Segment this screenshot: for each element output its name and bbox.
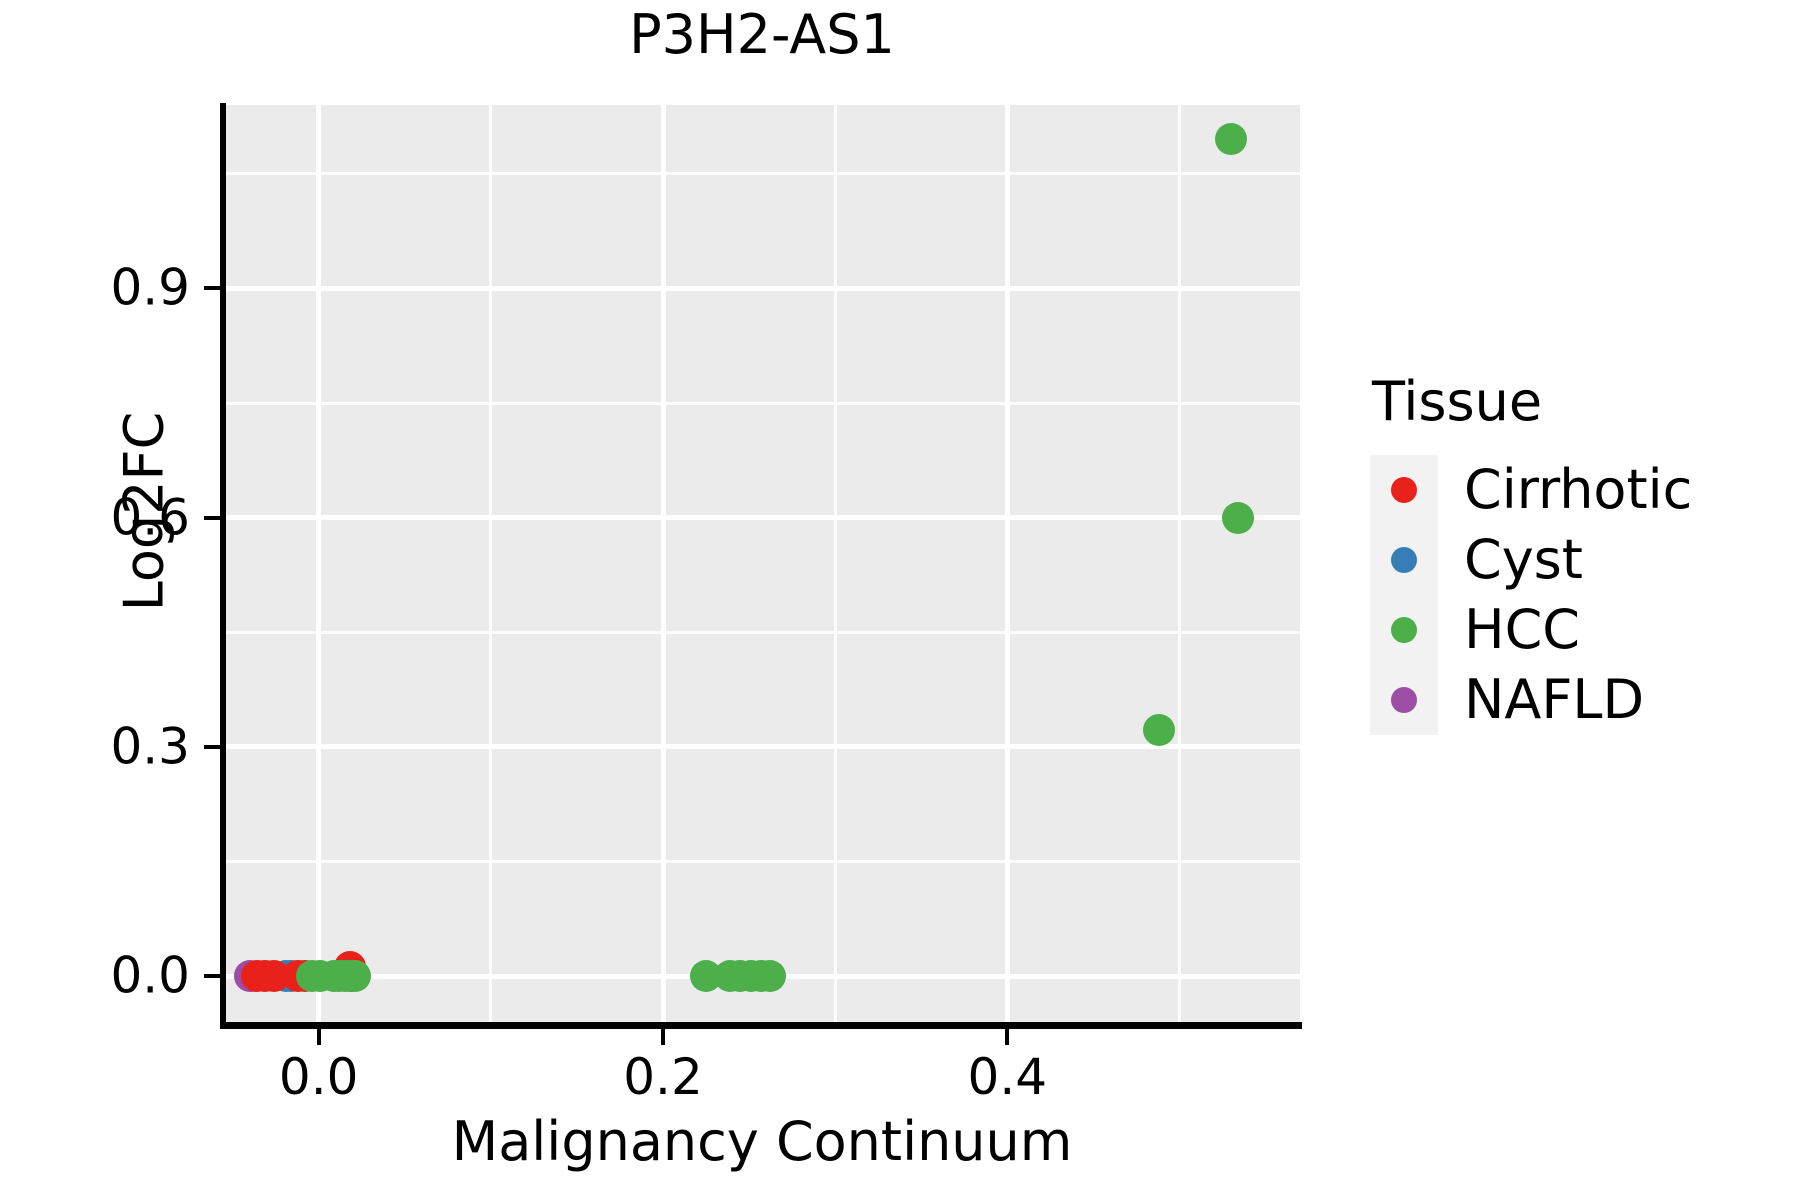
x-tick-mark bbox=[316, 1029, 321, 1045]
legend-marker-icon bbox=[1391, 477, 1417, 503]
legend-item-label: HCC bbox=[1464, 598, 1581, 661]
gridline-vertical-minor bbox=[1177, 105, 1181, 1022]
gridline-vertical-major bbox=[316, 105, 322, 1022]
legend-item-nafld[interactable]: NAFLD bbox=[1370, 665, 1790, 735]
x-tick-mark bbox=[661, 1029, 665, 1045]
plot-panel bbox=[224, 105, 1300, 1022]
y-tick-mark bbox=[204, 515, 220, 520]
legend-item-cirrhotic[interactable]: Cirrhotic bbox=[1370, 455, 1790, 525]
gridline-horizontal-major bbox=[224, 744, 1300, 750]
x-tick-label: 0.0 bbox=[278, 1048, 359, 1106]
legend-key-swatch bbox=[1370, 595, 1438, 665]
gridline-vertical-major bbox=[660, 105, 666, 1022]
x-tick-mark bbox=[1005, 1029, 1010, 1045]
x-axis-line bbox=[222, 1022, 1302, 1029]
gridline-horizontal-minor bbox=[224, 630, 1300, 634]
legend-key-swatch bbox=[1370, 455, 1438, 525]
gridline-horizontal-minor bbox=[224, 860, 1300, 864]
page-title: P3H2-AS1 bbox=[629, 3, 895, 66]
x-tick-label: 0.4 bbox=[967, 1048, 1048, 1106]
y-tick-label: 0.0 bbox=[110, 946, 190, 1005]
y-axis-label: Log2FC bbox=[112, 411, 176, 612]
y-tick-label: 0.9 bbox=[110, 258, 190, 317]
x-axis-label: Malignancy Continuum bbox=[451, 1110, 1073, 1173]
y-tick-label: 0.6 bbox=[110, 488, 190, 547]
legend-marker-icon bbox=[1391, 617, 1417, 643]
gridline-horizontal-minor bbox=[224, 401, 1300, 405]
legend-item-hcc[interactable]: HCC bbox=[1370, 595, 1790, 665]
legend-key-swatch bbox=[1370, 525, 1438, 595]
y-tick-mark bbox=[204, 744, 220, 749]
legend-key-swatch bbox=[1370, 665, 1438, 735]
data-point bbox=[338, 960, 371, 993]
y-axis-line bbox=[220, 103, 226, 1029]
legend-items: Cirrhotic Cyst HCC NAFLD bbox=[1370, 455, 1790, 735]
gridline-horizontal-minor bbox=[224, 172, 1300, 176]
legend-marker-icon bbox=[1391, 687, 1417, 713]
data-point bbox=[753, 960, 786, 993]
data-point bbox=[1142, 714, 1175, 747]
legend-marker-icon bbox=[1391, 547, 1417, 573]
gridline-horizontal-major bbox=[224, 515, 1300, 521]
data-point bbox=[1215, 123, 1248, 156]
y-tick-label: 0.3 bbox=[110, 717, 190, 776]
gridline-horizontal-major bbox=[224, 285, 1300, 291]
legend-item-cyst[interactable]: Cyst bbox=[1370, 525, 1790, 595]
data-point bbox=[1222, 501, 1255, 534]
legend-item-label: NAFLD bbox=[1464, 668, 1645, 731]
x-tick-label: 0.2 bbox=[623, 1048, 703, 1106]
gridline-vertical-minor bbox=[489, 105, 493, 1022]
legend-item-label: Cyst bbox=[1464, 528, 1583, 591]
y-tick-mark bbox=[204, 286, 220, 291]
legend: Tissue Cirrhotic Cyst HCC NAFLD bbox=[1370, 370, 1790, 735]
gridline-vertical-major bbox=[1004, 105, 1010, 1022]
legend-title: Tissue bbox=[1372, 370, 1543, 433]
legend-item-label: Cirrhotic bbox=[1464, 458, 1693, 521]
gridline-vertical-minor bbox=[833, 105, 837, 1022]
y-tick-mark bbox=[204, 974, 220, 979]
